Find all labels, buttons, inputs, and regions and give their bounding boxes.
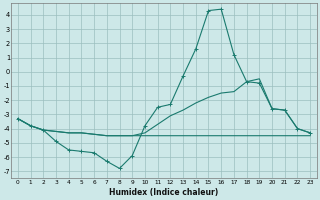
X-axis label: Humidex (Indice chaleur): Humidex (Indice chaleur) (109, 188, 219, 197)
